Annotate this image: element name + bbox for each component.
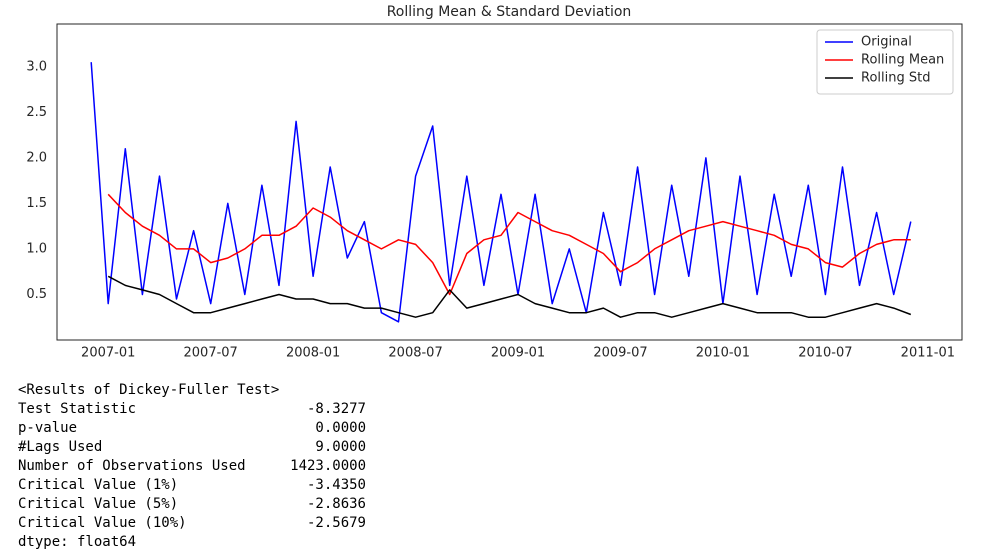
dtype-line: dtype: float64 — [18, 534, 137, 550]
result-value: 1423.0000 — [290, 458, 366, 474]
result-row: Number of Observations Used 1423.0000 — [18, 457, 366, 476]
y-tick-label: 3.0 — [26, 59, 47, 74]
x-tick-label: 2009-01 — [491, 346, 545, 361]
chart: Rolling Mean & Standard Deviation 0.5 1.0… — [26, 4, 963, 361]
result-label: #Lags Used — [18, 439, 103, 455]
result-row: Test Statistic -8.3277 — [18, 400, 366, 419]
result-row: #Lags Used 9.0000 — [18, 438, 366, 457]
x-tick-label: 2007-07 — [184, 346, 238, 361]
result-value: 0.0000 — [315, 420, 366, 436]
result-label: Test Statistic — [18, 401, 137, 417]
result-label: Critical Value (10%) — [18, 515, 187, 531]
legend-label: Rolling Std — [861, 71, 930, 86]
y-tick-label: 2.0 — [26, 150, 47, 165]
result-label: p-value — [18, 420, 78, 436]
chart-title: Rolling Mean & Standard Deviation — [387, 4, 632, 20]
result-value: -3.4350 — [306, 477, 366, 493]
plot-frame — [56, 23, 963, 341]
y-tick-label: 2.5 — [26, 105, 47, 120]
y-tick-label: 1.5 — [26, 196, 47, 211]
result-value: 9.0000 — [315, 439, 366, 455]
result-row: p-value 0.0000 — [18, 419, 366, 438]
x-tick-label: 2010-01 — [696, 346, 750, 361]
x-tick-label: 2010-07 — [798, 346, 852, 361]
y-tick-label: 1.0 — [26, 241, 47, 256]
result-row: Critical Value (1%) -3.4350 — [18, 476, 366, 495]
result-label: Critical Value (1%) — [18, 477, 179, 493]
series-line — [107, 275, 912, 318]
result-value: -2.8636 — [306, 496, 366, 512]
x-tick-label: 2009-07 — [593, 346, 647, 361]
y-tick-label: 0.5 — [26, 287, 47, 302]
result-value: -8.3277 — [306, 401, 366, 417]
legend-label: Rolling Mean — [861, 53, 944, 68]
result-label: Critical Value (5%) — [18, 496, 179, 512]
result-label: Number of Observations Used — [18, 458, 246, 474]
result-row: Critical Value (5%) -2.8636 — [18, 495, 366, 514]
x-tick-label: 2008-07 — [388, 346, 442, 361]
series-line — [90, 62, 912, 323]
x-tick-label: 2007-01 — [81, 346, 135, 361]
test-results: <Results of Dickey-Fuller Test> Test Sta… — [18, 381, 366, 552]
result-value: -2.5679 — [306, 515, 366, 531]
series-line — [107, 193, 911, 296]
x-tick-label: 2008-01 — [286, 346, 340, 361]
result-row: Critical Value (10%) -2.5679 — [18, 514, 366, 533]
results-header: <Results of Dickey-Fuller Test> — [18, 382, 280, 398]
legend-label: Original — [861, 35, 912, 50]
x-tick-label: 2011-01 — [901, 346, 955, 361]
